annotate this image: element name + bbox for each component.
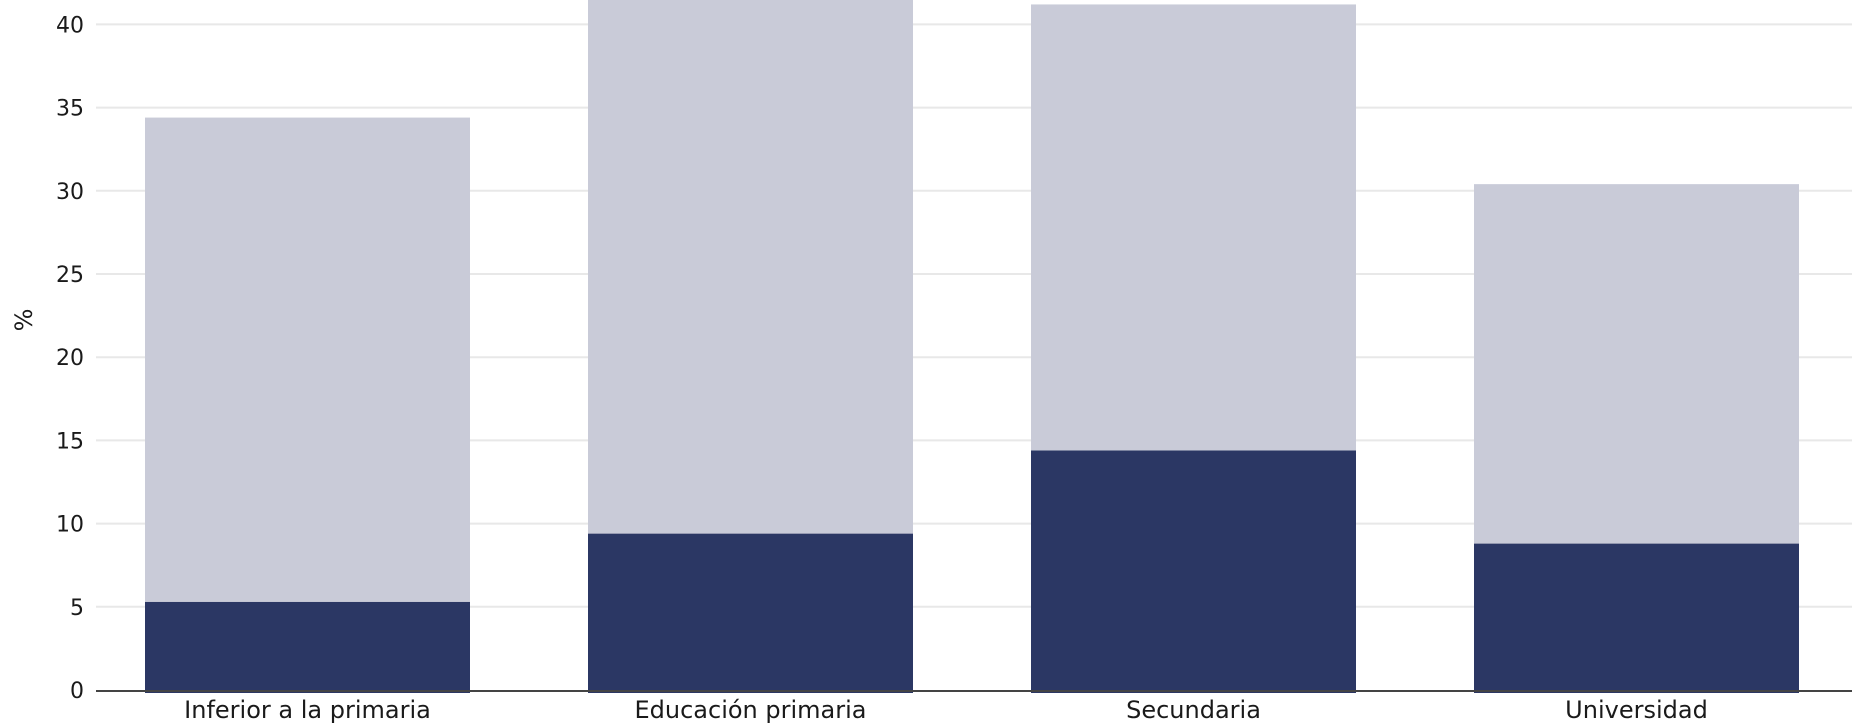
y-tick-label: 30 (56, 180, 84, 205)
y-tick-label: 10 (56, 513, 84, 538)
y-axis-label: % (10, 309, 38, 332)
bar-segment-2 (145, 117, 470, 602)
y-tick-label: 20 (56, 346, 84, 371)
bar-segment-1 (1031, 450, 1356, 693)
y-tick-label: 40 (56, 13, 84, 38)
x-axis-category-labels: Inferior a la primaria Educación primaria… (184, 696, 1708, 724)
x-category-label: Educación primaria (635, 696, 867, 724)
x-category-label: Universidad (1565, 696, 1708, 724)
bar-segment-1 (588, 533, 913, 693)
y-tick-label: 0 (70, 679, 84, 704)
bar-segment-2 (1031, 4, 1356, 451)
y-axis-ticks: 0 5 10 15 20 25 30 35 40 (56, 13, 84, 704)
bar-segment-2 (588, 0, 913, 534)
bar-segment-1 (1474, 543, 1799, 693)
x-category-label: Secundaria (1126, 696, 1261, 724)
y-tick-label: 5 (70, 596, 84, 621)
y-tick-label: 35 (56, 97, 84, 122)
y-tick-label: 25 (56, 263, 84, 288)
bars (145, 0, 1799, 693)
bar-segment-2 (1474, 184, 1799, 544)
x-category-label: Inferior a la primaria (184, 696, 431, 724)
y-tick-label: 15 (56, 429, 84, 454)
bar-segment-1 (145, 601, 470, 693)
